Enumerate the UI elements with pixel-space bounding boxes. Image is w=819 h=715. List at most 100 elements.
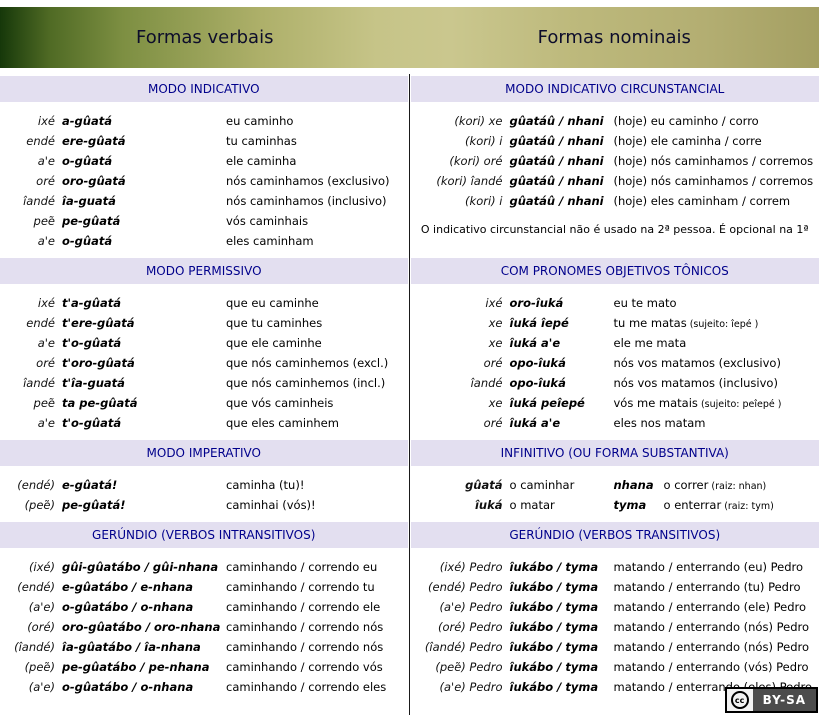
pronoun: oré: [483, 356, 503, 370]
translation: nós caminhamos (inclusivo): [226, 194, 387, 208]
translation: caminhando / correndo nós: [226, 620, 384, 634]
table-row: (peẽ) pe-gûatá! caminhai (vós)!: [0, 495, 408, 515]
translation: que eles caminhem: [226, 416, 339, 430]
section-body: ixé oro-îuká eu te mato xe îuká îepé tu me ma…: [411, 284, 819, 438]
translation: eles caminham: [226, 234, 314, 248]
translation: o correr (raiz: nhan): [663, 478, 767, 492]
pronoun: a'e: [37, 154, 55, 168]
table-row: oré oro-gûatá nós caminhamos (exclusivo): [0, 171, 408, 191]
verb-form: îukábo / tyma: [509, 580, 599, 594]
verb-form: îukábo / tyma: [509, 620, 599, 634]
verb-form: îukábo / tyma: [509, 560, 599, 574]
verb-form: ere-gûatá: [62, 134, 126, 148]
pronoun: (endé): [17, 478, 55, 492]
table-row: (a'e) o-gûatábo / o-nhana caminhando / cor…: [0, 597, 408, 617]
table-row: (a'e) Pedro îukábo / tyma matando / enterr…: [411, 597, 819, 617]
translation-note: (sujeito: peîepé ): [697, 399, 782, 410]
translation: que nós caminhemos (excl.): [226, 356, 389, 370]
table-row: (îandé) îa-gûatábo / îa-nhana caminhando /…: [0, 637, 408, 657]
verb-form: îa-gûatábo / îa-nhana: [62, 640, 201, 654]
infinitive-form: nhana: [613, 478, 654, 492]
pronoun: (endé) Pedro: [428, 580, 503, 594]
table-row: (endé) Pedro îukábo / tyma matando / enter…: [411, 577, 819, 597]
table-row: (kori) i gûatáû / nhani (hoje) ele caminha…: [411, 131, 819, 151]
verb-form: îukábo / tyma: [509, 660, 599, 674]
translation: que tu caminhes: [226, 316, 323, 330]
section-left: MODO IMPERATIVO (endé) e-gûatá! caminha (tu…: [0, 440, 408, 520]
pronoun: (a'e): [28, 680, 55, 694]
table-row: (endé) e-gûatábo / e-nhana caminhando / co…: [0, 577, 408, 597]
pronoun: ixé: [37, 296, 55, 310]
section-left: MODO INDICATIVO ixé a-gûatá eu caminho endé e…: [0, 76, 408, 256]
table-row: (a'e) o-gûatábo / o-nhana caminhando / cor…: [0, 677, 408, 697]
translation: eu te mato: [613, 296, 677, 310]
section-header: MODO INDICATIVO: [0, 76, 408, 102]
verb-form: îuká a'e: [509, 336, 561, 350]
verb-form: gûatáû / nhani: [509, 174, 604, 188]
table-row: (kori) oré gûatáû / nhani (hoje) nós camin…: [411, 151, 819, 171]
table-row: ixé oro-îuká eu te mato: [411, 293, 819, 313]
pronoun: xe: [488, 336, 503, 350]
section-header: INFINITIVO (OU FORMA SUBSTANTIVA): [410, 440, 819, 466]
translation: matando / enterrando (vós) Pedro: [613, 660, 809, 674]
translation: que eu caminhe: [226, 296, 319, 310]
pronoun: îandé: [470, 376, 503, 390]
pronoun: a'e: [37, 336, 55, 350]
section-header: GERÚNDIO (VERBOS INTRANSITIVOS): [0, 522, 408, 548]
table-row: a'e o-gûatá ele caminha: [0, 151, 408, 171]
verb-form: t'o-gûatá: [62, 416, 122, 430]
cc-license-label: BY-SA: [752, 689, 816, 711]
verb-form: t'o-gûatá: [62, 336, 122, 350]
pronoun: oré: [36, 356, 55, 370]
verb-form: îuká îepé: [509, 316, 569, 330]
table-row: peẽ ta pe-gûatá que vós caminheis: [0, 393, 408, 413]
section-header: COM PRONOMES OBJETIVOS TÔNICOS: [410, 258, 819, 284]
column-divider: [409, 74, 410, 715]
translation: caminhando / correndo nós: [226, 640, 384, 654]
table-row: îandé îa-guatá nós caminhamos (inclusivo): [0, 191, 408, 211]
table-row: oré opo-îuká nós vos matamos (exclusivo): [411, 353, 819, 373]
table-row: (peẽ) Pedro îukábo / tyma matando / enterr…: [411, 657, 819, 677]
pronoun: (kori) i: [465, 134, 503, 148]
cc-icon: cc: [726, 689, 753, 711]
table-row: (oré) oro-gûatábo / oro-nhana caminhando /…: [0, 617, 408, 637]
translation: nós vos matamos (exclusivo): [613, 356, 781, 370]
translation: que nós caminhemos (incl.): [226, 376, 386, 390]
table-row: ixé a-gûatá eu caminho: [0, 111, 408, 131]
section-left: GERÚNDIO (VERBOS INTRANSITIVOS) (ixé) gûi-…: [0, 522, 408, 702]
translation: caminhando / correndo ele: [226, 600, 381, 614]
section-body: (ixé) gûi-gûatábo / gûi-nhana caminhando /…: [0, 548, 408, 702]
translation: matando / enterrando (ele) Pedro: [613, 600, 807, 614]
verb-form: îa-guatá: [62, 194, 116, 208]
section-right: GERÚNDIO (VERBOS TRANSITIVOS) (ixé) Pedro…: [408, 522, 819, 702]
translation: vós caminhais: [226, 214, 309, 228]
translation: (hoje) eles caminham / correm: [613, 194, 791, 208]
section-body: (ixé) Pedro îukábo / tyma matando / enterr…: [411, 548, 819, 702]
pronoun: xe: [488, 316, 503, 330]
pronoun: xe: [488, 396, 503, 410]
translation: (hoje) nós caminhamos / corremos: [613, 154, 814, 168]
cc-license-badge[interactable]: cc BY-SA: [724, 687, 818, 713]
verb-form: ta pe-gûatá: [62, 396, 138, 410]
translation: matando / enterrando (nós) Pedro: [613, 620, 810, 634]
table-row: (ixé) Pedro îukábo / tyma matando / enterr…: [411, 557, 819, 577]
verbal-forms-title: Formas verbais: [136, 27, 274, 48]
verb-form: o-gûatá: [62, 154, 113, 168]
translation: matando / enterrando (nós) Pedro: [613, 640, 810, 654]
table-row: ixé t'a-gûatá que eu caminhe: [0, 293, 408, 313]
pronoun: (oré) Pedro: [437, 620, 503, 634]
pronoun: (a'e) Pedro: [439, 680, 503, 694]
verb-form: a-gûatá: [62, 114, 112, 128]
translation: o matar: [509, 498, 555, 512]
translation: ele me mata: [613, 336, 687, 350]
table-row: endé ere-gûatá tu caminhas: [0, 131, 408, 151]
verb-form: o-gûatábo / o-nhana: [62, 600, 194, 614]
table-row: a'e t'o-gûatá que ele caminhe: [0, 333, 408, 353]
pronoun: (peẽ) Pedro: [435, 660, 503, 674]
section-body: ixé t'a-gûatá que eu caminhe endé t'ere-gûat…: [0, 284, 408, 438]
translation: caminhando / correndo tu: [226, 580, 375, 594]
infinitive-form: îuká: [474, 498, 503, 512]
verb-form: t'a-gûatá: [62, 296, 121, 310]
translation: nós caminhamos (exclusivo): [226, 174, 390, 188]
table-row: (îandé) Pedro îukábo / tyma matando / ente…: [411, 637, 819, 657]
